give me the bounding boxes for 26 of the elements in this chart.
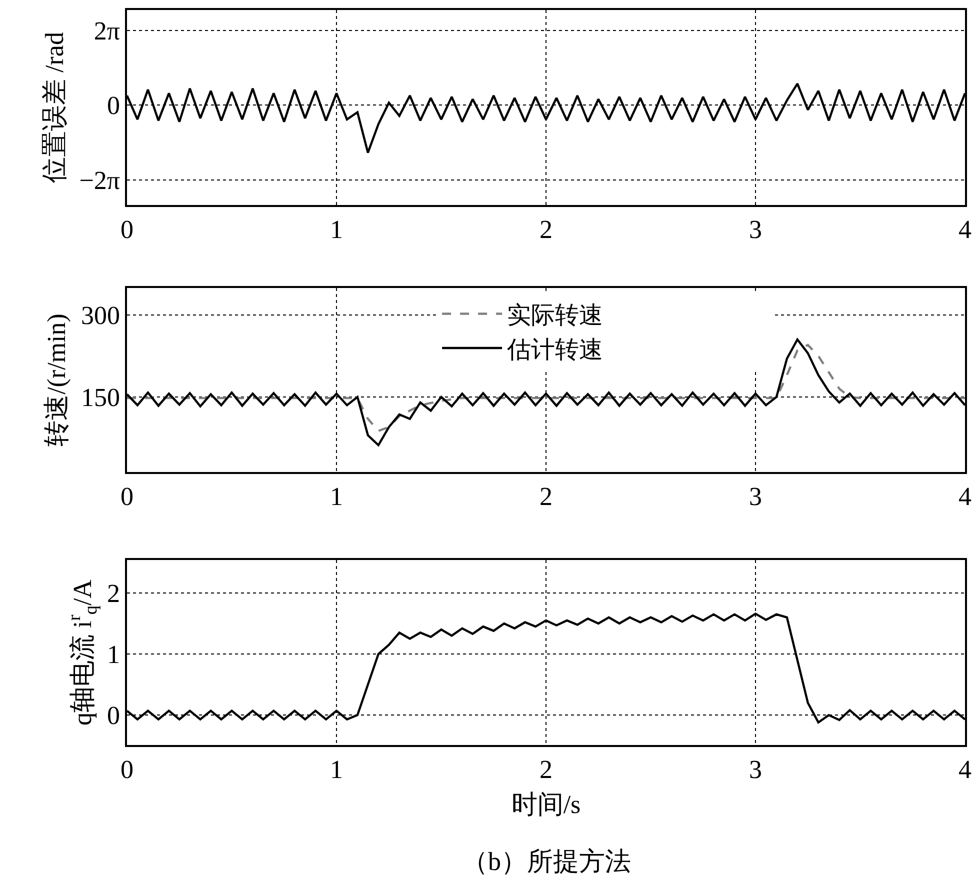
x-tick-label: 1 bbox=[330, 214, 343, 244]
x-tick-label: 1 bbox=[330, 482, 343, 511]
x-tick-label: 3 bbox=[749, 482, 762, 511]
text: （b）所提方法 bbox=[462, 847, 631, 876]
y-tick-label: 300 bbox=[81, 300, 120, 330]
y-tick-label: 2 bbox=[107, 579, 120, 608]
x-tick-label: 4 bbox=[958, 754, 972, 784]
x-tick-label: 3 bbox=[749, 754, 762, 784]
x-tick-label: 4 bbox=[958, 214, 972, 244]
x-axis-title: 时间/s bbox=[511, 790, 581, 820]
y-tick-label: 150 bbox=[81, 383, 120, 412]
x-tick-label: 4 bbox=[958, 482, 972, 511]
x-tick-label: 2 bbox=[540, 482, 552, 511]
y-axis-title: 转速/(r/min) bbox=[42, 314, 71, 446]
y-tick-label: 0 bbox=[107, 91, 120, 120]
y-tick-label: 0 bbox=[107, 701, 120, 730]
x-tick-label: 3 bbox=[749, 214, 762, 244]
y-tick-label: 1 bbox=[107, 640, 120, 670]
x-tick-label: 2 bbox=[540, 754, 552, 784]
legend-label: 估计转速 bbox=[506, 337, 604, 364]
legend-label: 实际转速 bbox=[507, 302, 604, 330]
y-axis-title: 位置误差 /rad bbox=[40, 32, 70, 183]
x-tick-label: 1 bbox=[330, 754, 343, 784]
y-tick-label: −2π bbox=[79, 166, 120, 195]
y-tick-label: 2π bbox=[94, 16, 120, 46]
x-tick-label: 2 bbox=[540, 214, 552, 244]
